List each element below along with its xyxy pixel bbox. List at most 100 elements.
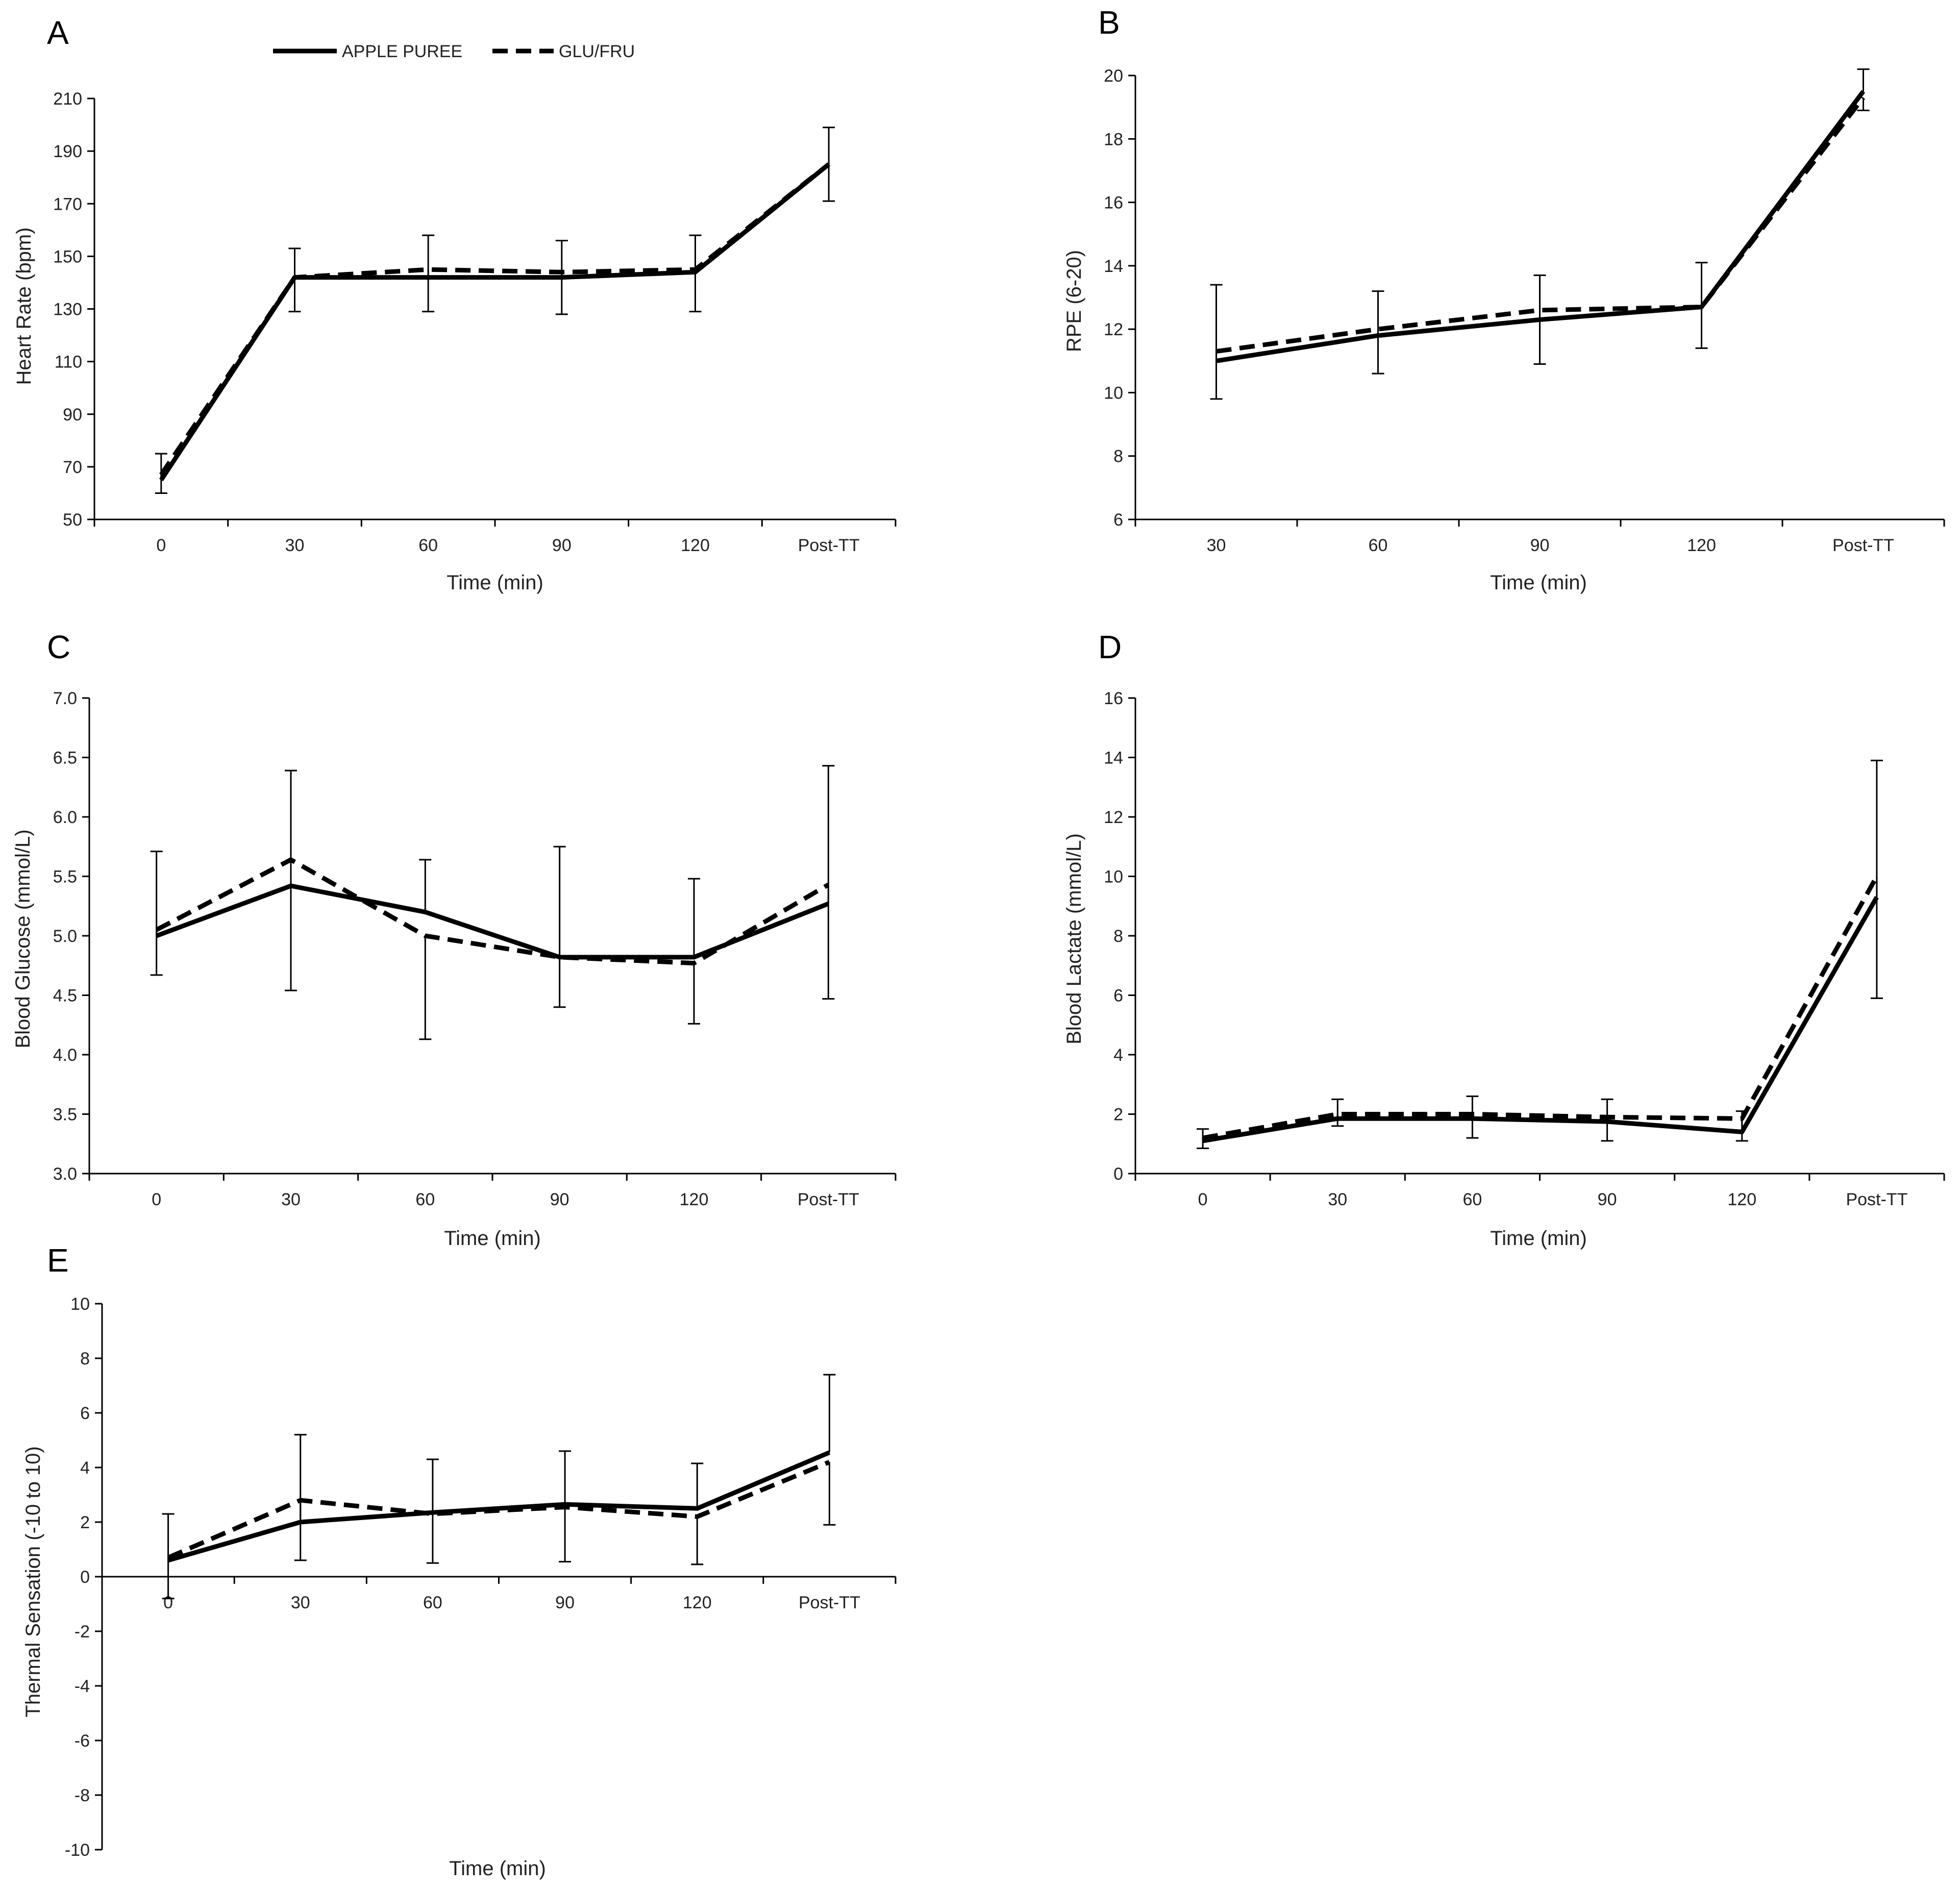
panel-b-x-tick-label: Post-TT bbox=[1832, 536, 1894, 555]
panel-b-y-tick-label: 18 bbox=[1104, 130, 1123, 149]
panel-a-x-tick-label: 90 bbox=[552, 536, 572, 555]
panel-e-y-tick-label: -10 bbox=[65, 1840, 90, 1860]
panel-a-y-tick-label: 190 bbox=[53, 142, 82, 161]
panel-c-x-tick-label: 0 bbox=[152, 1190, 161, 1209]
panel-b-y-tick-label: 8 bbox=[1113, 447, 1123, 466]
panel-b-letter: B bbox=[1098, 4, 1120, 41]
panel-d-ylabel: Blood Lactate (mmol/L) bbox=[1063, 833, 1085, 1044]
panel-d-y-tick-label: 12 bbox=[1104, 808, 1123, 827]
panel-a-x-tick-label: 0 bbox=[156, 536, 166, 555]
panel-c-y-tick-label: 5.0 bbox=[53, 927, 77, 946]
panel-d-x-tick-label: 30 bbox=[1328, 1190, 1347, 1209]
panel-c-x-tick-label: 30 bbox=[281, 1190, 301, 1209]
panel-e-letter: E bbox=[47, 1242, 69, 1279]
panel-c-y-tick-label: 4.5 bbox=[53, 986, 77, 1006]
panel-e-x-tick-label: 90 bbox=[555, 1593, 575, 1612]
panel-b: B RPE (6-20) Time (min) 6 8 10 12 14 16 18 20 30… bbox=[1063, 4, 1945, 594]
panel-c-y-tick-label: 4.0 bbox=[53, 1046, 77, 1065]
panel-c-series-apple-puree-line bbox=[156, 883, 829, 960]
panel-b-y-tick-label: 16 bbox=[1104, 193, 1123, 213]
panel-e-y-tick-label: 6 bbox=[80, 1404, 90, 1423]
panel-c-x-tick-label: Post-TT bbox=[798, 1190, 859, 1209]
panel-a-y-tick-label: 150 bbox=[53, 247, 82, 266]
panel-e: E Thermal Sensation (-10 to 10) Time (mi… bbox=[22, 1242, 897, 1880]
panel-b-y-tick-label: 20 bbox=[1104, 66, 1123, 86]
panel-c-y-tick-label: 5.5 bbox=[53, 867, 77, 887]
panel-d-letter: D bbox=[1098, 629, 1122, 665]
panel-b-y-tick-label: 10 bbox=[1104, 383, 1123, 403]
panel-a-xlabel: Time (min) bbox=[446, 571, 543, 594]
panel-c-xlabel: Time (min) bbox=[444, 1227, 541, 1250]
panel-e-series-glu-fru-line bbox=[167, 1460, 831, 1560]
panel-a-letter: A bbox=[47, 14, 69, 51]
panel-c-x-tick-label: 120 bbox=[680, 1190, 709, 1209]
panel-e-y-tick-label: 10 bbox=[70, 1295, 90, 1314]
panel-d-x-tick-label: 0 bbox=[1198, 1190, 1208, 1209]
panel-c-y-tick-label: 6.0 bbox=[53, 808, 77, 827]
panel-b-y-tick-label: 12 bbox=[1104, 320, 1123, 339]
panel-a-x-tick-label: 120 bbox=[681, 536, 710, 555]
panel-a-plot: 50 70 90 110 130 150 170 190 210 0 30 60 90 120 Post-T… bbox=[53, 89, 897, 555]
panel-a-y-tick-label: 70 bbox=[63, 458, 82, 477]
panel-d-y-tick-label: 4 bbox=[1113, 1046, 1123, 1065]
panel-d-x-tick-label: 60 bbox=[1463, 1190, 1482, 1209]
panel-b-ylabel: RPE (6-20) bbox=[1063, 250, 1085, 352]
panel-d-y-tick-label: 8 bbox=[1113, 927, 1123, 946]
panel-d-y-tick-label: 2 bbox=[1113, 1105, 1123, 1125]
panel-a-x-tick-label: 60 bbox=[418, 536, 438, 555]
panel-e-y-tick-label: -4 bbox=[75, 1677, 90, 1696]
panel-d-x-tick-label: 90 bbox=[1598, 1190, 1617, 1209]
panel-b-plot: 6 8 10 12 14 16 18 20 30 60 90 120 Post-TT bbox=[1104, 66, 1945, 555]
panel-a-x-tick-label: Post-TT bbox=[798, 536, 860, 555]
panel-e-xlabel: Time (min) bbox=[449, 1857, 546, 1880]
panel-b-x-tick-label: 120 bbox=[1687, 536, 1716, 555]
panel-c-ylabel: Blood Glucose (mmol/L) bbox=[12, 829, 34, 1048]
panel-e-series-apple-puree-line bbox=[167, 1450, 831, 1563]
panel-a-y-tick-label: 110 bbox=[55, 353, 82, 372]
panel-c-x-tick-label: 60 bbox=[415, 1190, 435, 1209]
panel-b-y-tick-label: 6 bbox=[1113, 510, 1123, 530]
panel-d-plot: 0 2 4 6 8 10 12 14 16 0 30 60 90 120 Post-TT bbox=[1104, 689, 1945, 1209]
panel-d-y-tick-label: 0 bbox=[1113, 1164, 1123, 1184]
panel-d-y-tick-label: 10 bbox=[1104, 867, 1123, 887]
panel-a-ylabel: Heart Rate (bpm) bbox=[13, 228, 35, 385]
panel-a-y-tick-label: 50 bbox=[63, 510, 82, 530]
panel-b-y-tick-label: 14 bbox=[1104, 257, 1123, 276]
panel-e-x-tick-label: Post-TT bbox=[799, 1593, 860, 1612]
panel-c-y-tick-label: 3.0 bbox=[53, 1164, 77, 1184]
panel-e-y-tick-label: -6 bbox=[75, 1731, 90, 1751]
panel-a-y-tick-label: 90 bbox=[63, 405, 82, 425]
panel-e-x-tick-label: 60 bbox=[423, 1593, 442, 1612]
panel-e-x-tick-label: 120 bbox=[683, 1593, 712, 1612]
panel-d-y-tick-label: 14 bbox=[1104, 749, 1123, 768]
panel-a-y-tick-label: 130 bbox=[53, 300, 82, 319]
panel-b-x-tick-label: 30 bbox=[1207, 536, 1226, 555]
legend: APPLE PUREE GLU/FRU bbox=[273, 42, 635, 61]
panel-e-y-tick-label: -8 bbox=[75, 1786, 90, 1805]
panel-d-x-tick-label: Post-TT bbox=[1846, 1190, 1907, 1209]
panel-c-y-tick-label: 6.5 bbox=[53, 749, 77, 768]
panel-e-x-tick-label: 30 bbox=[291, 1593, 310, 1612]
panel-b-x-tick-label: 60 bbox=[1369, 536, 1388, 555]
panel-c-y-tick-label: 7.0 bbox=[53, 689, 77, 708]
panel-a-y-tick-label: 170 bbox=[53, 194, 82, 214]
panel-d-series-apple-puree-line bbox=[1202, 896, 1879, 1143]
panel-a-x-tick-label: 30 bbox=[285, 536, 305, 555]
panel-d-xlabel: Time (min) bbox=[1490, 1227, 1587, 1250]
panel-d-y-tick-label: 6 bbox=[1113, 986, 1123, 1006]
panel-e-y-tick-label: -2 bbox=[75, 1622, 90, 1641]
panel-c-plot: 3.0 3.5 4.0 4.5 5.0 5.5 6.0 6.5 7.0 0 30 60 90 120 Pos… bbox=[53, 689, 897, 1209]
panel-c: C Blood Glucose (mmol/L) Time (min) 3.0 3… bbox=[12, 629, 897, 1250]
panel-e-y-tick-label: 0 bbox=[80, 1567, 90, 1587]
panel-e-y-tick-label: 2 bbox=[80, 1513, 90, 1532]
panel-c-letter: C bbox=[47, 629, 70, 665]
legend-label-glu-fru: GLU/FRU bbox=[559, 42, 635, 61]
panel-a-series-apple-puree-line bbox=[159, 162, 831, 482]
panel-d: D Blood Lactate (mmol/L) Time (min) 0 2 4 6… bbox=[1063, 629, 1945, 1250]
panel-a-y-tick-label: 210 bbox=[53, 89, 82, 109]
panel-b-xlabel: Time (min) bbox=[1490, 571, 1587, 594]
panel-d-y-tick-label: 16 bbox=[1104, 689, 1123, 708]
panel-b-series-glu-fru-line bbox=[1215, 96, 1866, 354]
